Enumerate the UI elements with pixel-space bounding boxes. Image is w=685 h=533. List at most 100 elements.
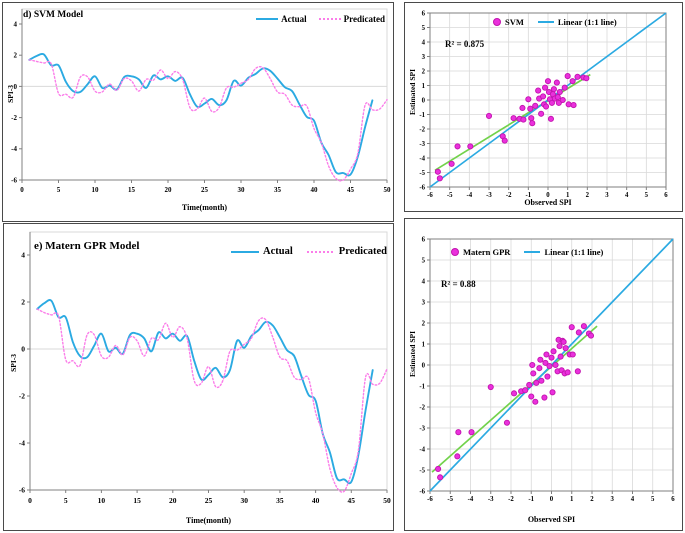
- svg-text:-2: -2: [508, 496, 514, 503]
- svg-text:1: 1: [566, 192, 570, 199]
- svg-text:3: 3: [422, 299, 426, 306]
- svg-text:50: 50: [384, 186, 392, 194]
- svg-text:0: 0: [550, 496, 554, 503]
- gpr-scatter-chart: 6 5 4 3 2 1 0 -1 -2 -3 -4 -5 -6-6 -5 -4 -3 -2 -1 0 1 2 3 4 5 6: [419, 236, 675, 503]
- svg-text:-6: -6: [419, 184, 425, 191]
- svg-text:6: 6: [422, 10, 426, 17]
- svg-text:-4: -4: [419, 446, 425, 453]
- x-axis-label: Observed SPI: [524, 198, 572, 207]
- y-axis-label: SPI-3: [9, 354, 18, 372]
- svg-text:-1: -1: [419, 383, 425, 390]
- scatter-points: [434, 73, 590, 182]
- svg-text:5: 5: [422, 257, 426, 264]
- legend-label-linear: Linear (1:1 line): [544, 247, 604, 257]
- y-axis-label: Estimated SPI: [408, 331, 417, 378]
- legend-gpr-timeseries: Actual Predicated: [231, 246, 387, 257]
- svg-text:5: 5: [422, 25, 426, 32]
- panel-svm-timeseries: 4 2 0 -2 -4 -6 0 5 10 15 20 25 30 35 40 45 50 d) SVM Mod…: [2, 2, 394, 222]
- svg-text:0: 0: [21, 344, 25, 353]
- svg-text:4: 4: [625, 192, 629, 199]
- identity-line-sample: [537, 21, 554, 23]
- svg-text:-6: -6: [11, 176, 17, 184]
- svg-text:-1: -1: [528, 496, 534, 503]
- svg-text:-3: -3: [419, 141, 425, 148]
- chart-title-gpr: e) Matern GPR Model: [34, 240, 140, 252]
- svg-text:-4: -4: [468, 496, 474, 503]
- predicated-line-sample: [318, 18, 341, 20]
- legend-label-actual: Actual: [263, 246, 293, 257]
- svg-text:-4: -4: [11, 145, 17, 153]
- panel-gpr-timeseries: 4 2 0 -2 -4 -6 0 5 10 15 20 25 30 35 40 45 50 e) Matern …: [3, 223, 394, 531]
- svg-text:35: 35: [276, 496, 284, 505]
- tick-labels: 420-2-4-60 5 10 15 20 25 30 35 40 45 50: [11, 20, 391, 194]
- svg-text:2: 2: [21, 297, 25, 306]
- svg-text:-6: -6: [427, 496, 433, 503]
- svg-text:20: 20: [169, 496, 177, 505]
- svg-text:2: 2: [422, 320, 426, 327]
- svg-text:-3: -3: [488, 496, 494, 503]
- svg-text:0: 0: [28, 496, 32, 505]
- svg-text:3: 3: [605, 192, 609, 199]
- svg-text:5: 5: [651, 496, 655, 503]
- x-axis-label: Time(month): [185, 516, 232, 525]
- svg-text:1: 1: [422, 83, 426, 90]
- svg-text:4: 4: [631, 496, 635, 503]
- legend-label-actual: Actual: [281, 14, 307, 24]
- r-squared-value: R² = 0.875: [445, 39, 485, 49]
- svg-text:15: 15: [128, 186, 136, 194]
- series-actual: [36, 299, 374, 485]
- svg-text:4: 4: [422, 278, 426, 285]
- svg-text:0: 0: [14, 83, 18, 91]
- svg-text:-5: -5: [447, 192, 453, 199]
- svg-text:-2: -2: [419, 126, 425, 133]
- svg-text:25: 25: [205, 496, 213, 505]
- svg-text:0: 0: [422, 362, 426, 369]
- y-axis-label: SPI-3: [6, 85, 15, 103]
- svm-scatter-chart: 6 5 4 3 2 1 0 -1 -2 -3 -4 -5 -6-6 -5 -4 -3 -2 -1 0 1 2 3 4 5 6: [419, 10, 668, 199]
- svg-text:-6: -6: [19, 485, 25, 494]
- tick-labels: 6 5 4 3 2 1 0 -1 -2 -3 -4 -5 -6-6 -5 -4 -3 -2 -1 0 1 2 3 4 5 6: [419, 236, 675, 503]
- svg-text:2: 2: [422, 68, 426, 75]
- tick-labels: 6 5 4 3 2 1 0 -1 -2 -3 -4 -5 -6-6 -5 -4 -3 -2 -1 0 1 2 3 4 5 6: [419, 10, 668, 199]
- tick-labels: 420-2-4-60 5 10 15 20 25 30 35 40 45 50: [19, 250, 391, 505]
- svg-text:-5: -5: [419, 170, 425, 177]
- fit-line: [431, 325, 598, 473]
- svg-text:40: 40: [312, 496, 320, 505]
- panel-svm-scatter: 6 5 4 3 2 1 0 -1 -2 -3 -4 -5 -6 -6 -5 -4 -3 -2 -1 0 1 2 3 4 5 6 S…: [404, 2, 683, 212]
- svg-text:4: 4: [14, 20, 18, 28]
- svg-text:1: 1: [570, 496, 574, 503]
- svg-text:35: 35: [274, 186, 282, 194]
- scatter-dot-sample: [493, 18, 501, 26]
- identity-line-sample: [524, 251, 541, 253]
- predicated-line-sample: [306, 250, 335, 253]
- x-axis-label: Observed SPI: [527, 515, 576, 524]
- series-actual: [28, 52, 374, 177]
- legend-label-matern-gpr: Matern GPR: [463, 247, 511, 257]
- svg-text:5: 5: [64, 496, 68, 505]
- plot-area: [29, 231, 388, 491]
- svg-text:3: 3: [422, 54, 426, 61]
- svg-text:2: 2: [590, 496, 594, 503]
- svg-text:4: 4: [422, 39, 426, 46]
- svg-text:30: 30: [240, 496, 248, 505]
- gpr-timeseries-chart: 420-2-4-60 5 10 15 20 25 30 35 40 45 50: [19, 231, 391, 505]
- svg-text:0: 0: [422, 97, 426, 104]
- panel-gpr-scatter: 6 5 4 3 2 1 0 -1 -2 -3 -4 -5 -6 -6 -5 -4 -3 -2 -1 0 1 2 3 4 5 6 M…: [404, 218, 683, 531]
- svg-text:2: 2: [14, 52, 18, 60]
- svg-text:-4: -4: [19, 438, 25, 447]
- svg-text:6: 6: [671, 496, 675, 503]
- svg-text:10: 10: [98, 496, 106, 505]
- y-axis-label: Estimated SPI: [408, 69, 417, 116]
- svg-text:-2: -2: [19, 391, 25, 400]
- svg-text:45: 45: [347, 186, 355, 194]
- svg-text:-6: -6: [419, 488, 425, 495]
- svg-text:-3: -3: [419, 425, 425, 432]
- legend-label-predicated: Predicated: [343, 14, 385, 24]
- legend-svm-timeseries: Actual Predicated: [256, 14, 385, 24]
- legend-label-linear: Linear (1:1 line): [557, 17, 617, 27]
- scatter-dot-sample: [451, 248, 459, 256]
- svg-text:40: 40: [311, 186, 319, 194]
- svg-text:45: 45: [348, 496, 356, 505]
- svg-text:2: 2: [586, 192, 590, 199]
- svg-text:-2: -2: [506, 192, 512, 199]
